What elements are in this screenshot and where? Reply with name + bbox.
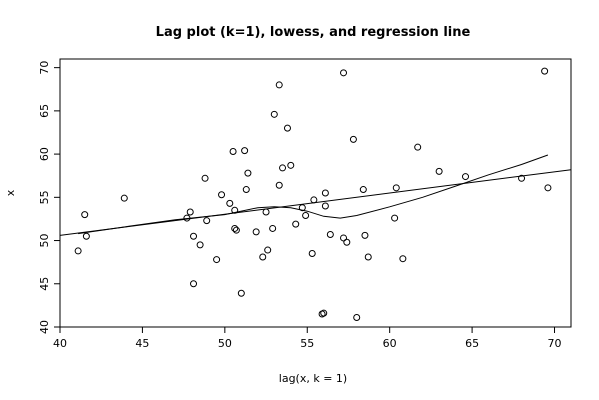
scatter-point [283, 124, 291, 132]
scatter-point [302, 211, 310, 219]
scatter-point [287, 161, 295, 169]
scatter-point [361, 231, 369, 239]
scatter-point [231, 224, 239, 232]
scatter-point [462, 173, 470, 181]
scatter-point [544, 184, 552, 192]
scatter-point [343, 238, 351, 246]
scatter-point [321, 189, 329, 197]
scatter-point [269, 224, 277, 232]
scatter-point [231, 206, 239, 214]
scatter-point [518, 174, 526, 182]
scatter-point [321, 202, 329, 210]
scatter-point [326, 230, 334, 238]
scatter-point [201, 174, 209, 182]
y-tick-label: 40 [38, 320, 51, 334]
scatter-point [399, 255, 407, 263]
scatter-point [308, 250, 316, 258]
scatter-point [359, 186, 367, 194]
scatter-point [120, 194, 128, 202]
y-tick-label: 60 [38, 147, 51, 161]
scatter-point [203, 217, 211, 225]
y-tick-label: 65 [38, 104, 51, 118]
plot-frame [59, 58, 572, 328]
scatter-point [226, 199, 234, 207]
scatter-point [292, 220, 300, 228]
scatter-point [190, 232, 198, 240]
scatter-point [218, 191, 226, 199]
x-tick-label: 70 [548, 337, 562, 350]
scatter-point [259, 253, 267, 261]
y-tick-label: 45 [38, 277, 51, 291]
scatter-point [270, 110, 278, 118]
scatter-point [298, 204, 306, 212]
scatter-point [275, 181, 283, 189]
y-tick-label: 70 [38, 61, 51, 75]
scatter-point [242, 186, 250, 194]
x-tick-label: 45 [135, 337, 149, 350]
scatter-point [183, 214, 191, 222]
scatter-point [81, 211, 89, 219]
scatter-point [241, 147, 249, 155]
scatter-point [414, 143, 422, 151]
scatter-point [310, 196, 318, 204]
y-tick-label: 50 [38, 234, 51, 248]
scatter-point [213, 256, 221, 264]
scatter-point [349, 135, 357, 143]
scatter-point [340, 69, 348, 77]
scatter-point [320, 309, 328, 317]
x-axis-label: lag(x, k = 1) [279, 372, 347, 385]
scatter-point [392, 184, 400, 192]
scatter-point [541, 67, 549, 75]
scatter-point [237, 289, 245, 297]
scatter-points [74, 67, 552, 321]
scatter-point [391, 214, 399, 222]
y-axis: 40 45 50 55 60 65 70 [38, 61, 60, 334]
scatter-point [252, 228, 260, 236]
scatter-point [262, 208, 270, 216]
y-tick-label: 55 [38, 190, 51, 204]
fit-lines [59, 154, 572, 236]
x-tick-label: 60 [383, 337, 397, 350]
scatter-point [186, 208, 194, 216]
scatter-point [244, 169, 252, 177]
x-tick-label: 50 [218, 337, 232, 350]
lowess-line [78, 154, 549, 235]
scatter-point [435, 167, 443, 175]
scatter-point [279, 164, 287, 172]
scatter-point [353, 313, 361, 321]
scatter-point [82, 232, 90, 240]
scatter-point [74, 247, 82, 255]
scatter-point [232, 226, 240, 234]
x-tick-label: 40 [53, 337, 67, 350]
x-tick-label: 65 [465, 337, 479, 350]
scatter-point [264, 246, 272, 254]
x-tick-label: 55 [300, 337, 314, 350]
scatter-point [229, 148, 237, 156]
x-axis: 40 45 50 55 60 65 70 [53, 327, 562, 350]
scatter-point [190, 280, 198, 288]
scatter-point [275, 81, 283, 89]
chart-title: Lag plot (k=1), lowess, and regression l… [156, 25, 471, 40]
scatter-point [196, 241, 204, 249]
y-axis-label: x [4, 189, 17, 196]
scatter-point [340, 234, 348, 242]
scatter-point [364, 253, 372, 261]
